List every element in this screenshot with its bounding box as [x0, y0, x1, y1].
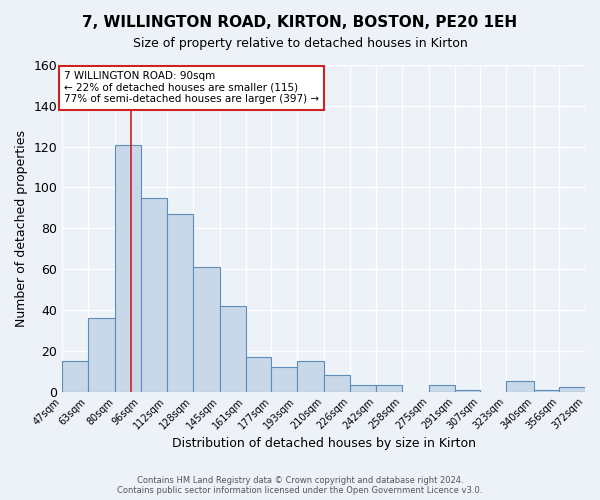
Bar — [62, 361, 88, 392]
Text: Contains HM Land Registry data © Crown copyright and database right 2024.
Contai: Contains HM Land Registry data © Crown c… — [118, 476, 482, 495]
Bar — [350, 386, 376, 392]
Bar — [297, 361, 325, 392]
X-axis label: Distribution of detached houses by size in Kirton: Distribution of detached houses by size … — [172, 437, 476, 450]
Bar — [376, 386, 401, 392]
Bar — [271, 367, 297, 392]
Y-axis label: Number of detached properties: Number of detached properties — [15, 130, 28, 327]
Bar — [88, 318, 115, 392]
Bar — [245, 357, 271, 392]
Text: 7, WILLINGTON ROAD, KIRTON, BOSTON, PE20 1EH: 7, WILLINGTON ROAD, KIRTON, BOSTON, PE20… — [82, 15, 518, 30]
Bar — [506, 382, 533, 392]
Bar — [429, 386, 455, 392]
Bar — [193, 267, 220, 392]
Text: Size of property relative to detached houses in Kirton: Size of property relative to detached ho… — [133, 38, 467, 51]
Bar — [533, 390, 559, 392]
Bar — [115, 144, 141, 392]
Text: 7 WILLINGTON ROAD: 90sqm
← 22% of detached houses are smaller (115)
77% of semi-: 7 WILLINGTON ROAD: 90sqm ← 22% of detach… — [64, 71, 319, 104]
Bar — [220, 306, 245, 392]
Bar — [455, 390, 481, 392]
Bar — [559, 388, 585, 392]
Bar — [167, 214, 193, 392]
Bar — [141, 198, 167, 392]
Bar — [325, 376, 350, 392]
